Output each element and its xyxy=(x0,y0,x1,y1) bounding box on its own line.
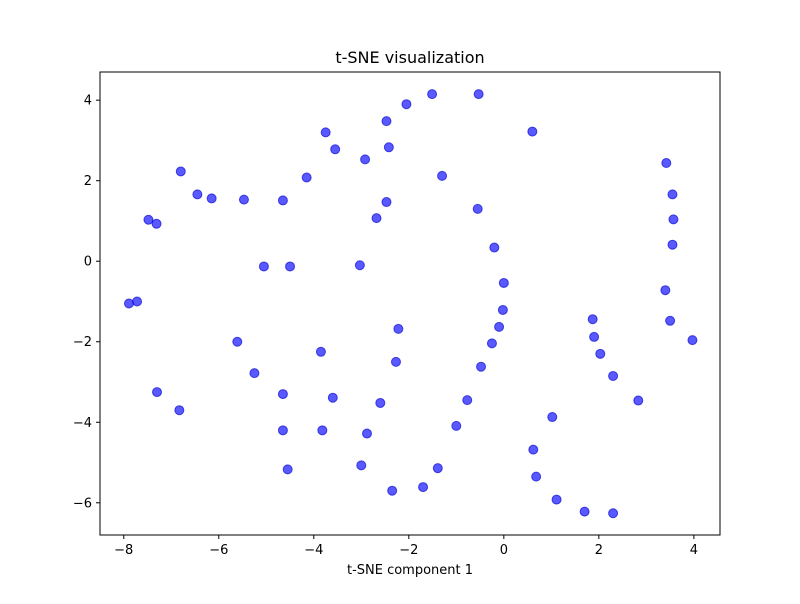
data-point xyxy=(498,277,509,288)
data-point xyxy=(437,170,448,181)
data-point xyxy=(587,314,598,325)
data-point xyxy=(494,321,505,332)
data-point xyxy=(528,444,539,455)
data-point xyxy=(393,323,404,334)
data-point xyxy=(476,361,487,372)
y-tick-label: −6 xyxy=(73,496,92,511)
data-point xyxy=(192,189,203,200)
data-point xyxy=(277,389,288,400)
data-point xyxy=(356,460,367,471)
data-point xyxy=(330,144,341,155)
data-point xyxy=(661,157,672,168)
x-tick-label: 0 xyxy=(500,543,508,558)
data-point xyxy=(151,218,162,229)
data-point xyxy=(327,392,338,403)
x-tick-label: −4 xyxy=(304,543,323,558)
data-point xyxy=(282,464,293,475)
data-point xyxy=(152,387,163,398)
data-point xyxy=(320,127,331,138)
x-tick-label: 2 xyxy=(595,543,603,558)
y-tick-label: 2 xyxy=(84,174,92,189)
data-point xyxy=(527,126,538,137)
data-point xyxy=(383,142,394,153)
data-point xyxy=(354,260,365,271)
data-point xyxy=(123,298,134,309)
data-point xyxy=(418,482,429,493)
data-point xyxy=(238,194,249,205)
data-point xyxy=(387,485,398,496)
data-point xyxy=(132,296,143,307)
data-point xyxy=(579,506,590,517)
chart-title: t-SNE visualization xyxy=(335,48,484,67)
data-point xyxy=(667,189,678,200)
data-point xyxy=(258,261,269,272)
data-point xyxy=(551,494,562,505)
data-point xyxy=(427,89,438,100)
x-tick-label: −8 xyxy=(114,543,133,558)
data-point xyxy=(315,346,326,357)
x-axis-label: t-SNE component 1 xyxy=(347,563,473,578)
data-point xyxy=(174,405,185,416)
data-point xyxy=(301,172,312,183)
data-point xyxy=(665,315,676,326)
x-tick-label: 4 xyxy=(690,543,698,558)
data-point xyxy=(473,89,484,100)
data-point xyxy=(371,213,382,224)
data-point xyxy=(206,193,217,204)
data-point xyxy=(360,154,371,165)
data-point xyxy=(608,508,619,519)
data-point xyxy=(595,348,606,359)
data-point xyxy=(472,203,483,214)
data-point xyxy=(660,285,671,296)
data-point xyxy=(277,195,288,206)
x-axis-ticks: −8 −6 −4 −2 0 2 4 xyxy=(114,535,698,558)
data-point xyxy=(390,356,401,367)
data-point xyxy=(249,368,260,379)
y-tick-label: 0 xyxy=(84,255,92,270)
data-point xyxy=(317,425,328,436)
x-tick-label: −2 xyxy=(399,543,418,558)
data-point xyxy=(381,197,392,208)
data-point xyxy=(547,412,558,423)
data-point xyxy=(143,214,154,225)
data-point xyxy=(432,463,443,474)
plot-frame xyxy=(99,71,721,536)
data-point xyxy=(608,370,619,381)
data-point xyxy=(277,425,288,436)
data-point xyxy=(232,336,243,347)
data-point xyxy=(497,304,508,315)
data-point xyxy=(589,331,600,342)
data-point xyxy=(451,420,462,431)
y-tick-label: 4 xyxy=(84,94,92,109)
x-tick-label: −6 xyxy=(209,543,228,558)
data-point xyxy=(668,214,679,225)
data-point xyxy=(633,395,644,406)
y-tick-label: −2 xyxy=(73,335,92,350)
data-point xyxy=(175,166,186,177)
data-point xyxy=(285,261,296,272)
y-axis-ticks: −6 −4 −2 0 2 4 xyxy=(73,94,100,511)
data-point xyxy=(489,242,500,253)
data-point xyxy=(375,397,386,408)
data-point xyxy=(381,116,392,127)
data-point xyxy=(531,471,542,482)
data-point xyxy=(462,395,473,406)
data-point xyxy=(362,428,372,439)
data-point xyxy=(401,99,412,110)
data-point xyxy=(667,239,678,250)
data-point xyxy=(687,335,698,346)
data-point xyxy=(486,338,497,349)
points-layer xyxy=(123,89,698,519)
y-tick-label: −4 xyxy=(73,416,92,431)
